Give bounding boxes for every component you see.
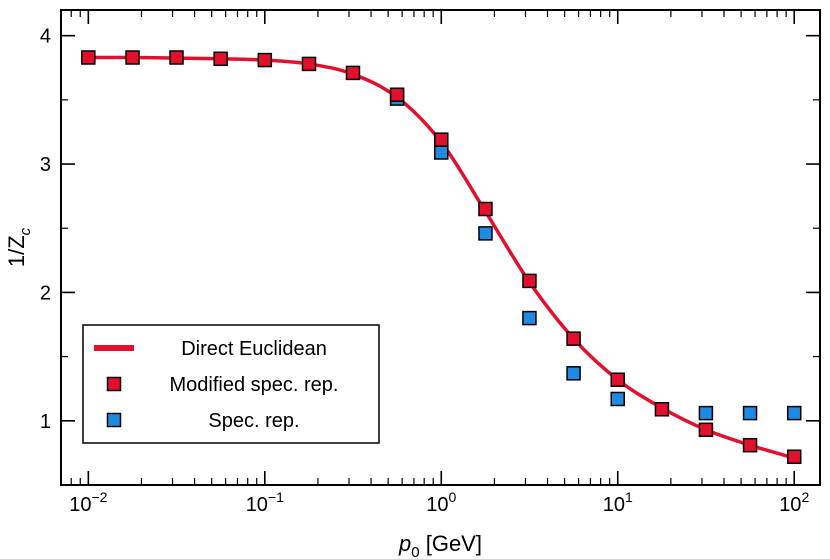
- plot-frame: [60, 9, 821, 486]
- y-tick-label: 2: [40, 282, 51, 304]
- tick-labels: 10−2 10−1 100 101 102 1 2 3 4: [40, 26, 810, 516]
- modified-spec-rep-marker: [654, 402, 670, 417]
- y-tick-label: 1: [40, 411, 51, 433]
- marker-layer: [81, 50, 802, 465]
- modified-spec-rep-marker: [125, 50, 140, 65]
- y-axis-label: 1/Zc: [4, 227, 34, 267]
- spec-rep-marker: [478, 226, 493, 241]
- x-axis-label: p0 [GeV]: [398, 531, 482, 559]
- x-tick-label: 10−2: [69, 489, 107, 516]
- legend-marker-modified: [106, 376, 122, 392]
- modified-spec-rep-marker: [522, 273, 537, 289]
- modified-spec-rep-marker: [786, 449, 802, 465]
- spec-rep-marker: [786, 405, 802, 421]
- modified-spec-rep-marker: [566, 331, 581, 346]
- legend: Direct Euclidean Modified spec. rep. Spe…: [82, 324, 380, 444]
- spec-rep-marker: [610, 391, 625, 407]
- modified-spec-rep-marker: [169, 50, 184, 65]
- modified-spec-rep-marker: [81, 50, 96, 65]
- y-tick-label: 3: [40, 154, 51, 176]
- modified-spec-rep-marker: [257, 52, 273, 68]
- legend-label-modified-spec-rep: Modified spec. rep.: [170, 374, 339, 396]
- spec-rep-marker: [522, 310, 537, 326]
- y-tick-label: 4: [40, 26, 51, 48]
- x-tick-label: 10−1: [246, 489, 284, 516]
- legend-marker-spec: [106, 412, 122, 428]
- legend-box: [82, 324, 380, 444]
- spec-rep-marker: [566, 366, 581, 381]
- modified-spec-rep-marker: [213, 51, 228, 67]
- spec-rep-marker: [698, 405, 714, 421]
- x-tick-label: 102: [779, 489, 809, 516]
- modified-spec-rep-marker: [389, 87, 405, 102]
- modified-spec-rep-marker: [301, 56, 317, 72]
- spec-rep-marker: [434, 145, 449, 160]
- modified-spec-rep-marker: [434, 132, 449, 147]
- spec-rep-marker: [742, 405, 758, 421]
- modified-spec-rep-marker: [742, 437, 758, 453]
- modified-spec-rep-marker: [698, 422, 714, 438]
- legend-label-direct-euclidean: Direct Euclidean: [181, 338, 327, 360]
- modified-spec-rep-marker: [345, 65, 361, 81]
- x-tick-label: 101: [603, 489, 633, 516]
- x-tick-label: 100: [426, 489, 456, 516]
- legend-label-spec-rep: Spec. rep.: [208, 410, 299, 432]
- modified-spec-rep-marker: [478, 201, 493, 217]
- modified-spec-rep-marker: [610, 372, 625, 387]
